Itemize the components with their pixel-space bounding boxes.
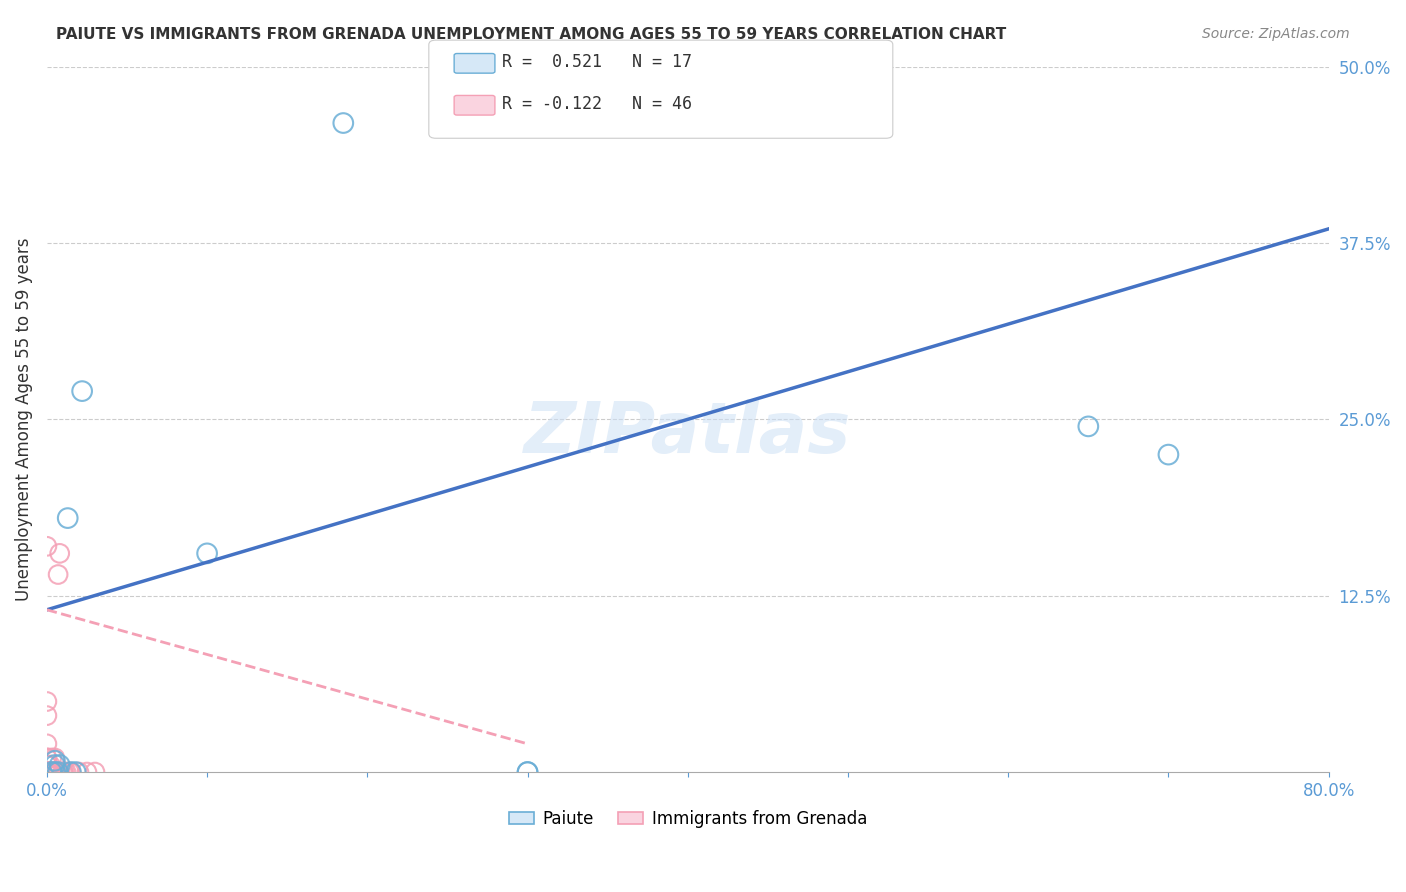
Point bbox=[58, 765, 80, 780]
Point bbox=[35, 765, 58, 780]
Point bbox=[1157, 448, 1180, 462]
Point bbox=[67, 765, 90, 780]
Point bbox=[37, 765, 59, 780]
Text: PAIUTE VS IMMIGRANTS FROM GRENADA UNEMPLOYMENT AMONG AGES 55 TO 59 YEARS CORRELA: PAIUTE VS IMMIGRANTS FROM GRENADA UNEMPL… bbox=[56, 27, 1007, 42]
Point bbox=[48, 765, 70, 780]
Point bbox=[35, 751, 58, 765]
Point bbox=[56, 511, 79, 525]
Point bbox=[59, 765, 82, 780]
Point bbox=[52, 765, 75, 780]
Point bbox=[46, 765, 69, 780]
Point bbox=[572, 60, 595, 74]
Point bbox=[48, 758, 70, 772]
Point bbox=[35, 765, 58, 780]
Point bbox=[55, 765, 77, 780]
Point bbox=[35, 708, 58, 723]
Point bbox=[35, 758, 58, 772]
Point bbox=[39, 765, 62, 780]
Text: R = -0.122   N = 46: R = -0.122 N = 46 bbox=[502, 95, 692, 113]
Point bbox=[53, 765, 76, 780]
Point bbox=[76, 765, 98, 780]
Text: Source: ZipAtlas.com: Source: ZipAtlas.com bbox=[1202, 27, 1350, 41]
Point bbox=[35, 765, 58, 780]
Point bbox=[41, 751, 63, 765]
Point bbox=[41, 765, 63, 780]
Point bbox=[70, 384, 93, 398]
Point bbox=[35, 737, 58, 751]
Point bbox=[332, 116, 354, 130]
Point bbox=[516, 765, 538, 780]
Legend: Paiute, Immigrants from Grenada: Paiute, Immigrants from Grenada bbox=[502, 803, 873, 834]
Point bbox=[35, 765, 58, 780]
Point bbox=[35, 765, 58, 780]
Point bbox=[1077, 419, 1099, 434]
Point bbox=[35, 539, 58, 553]
Point bbox=[35, 765, 58, 780]
Point bbox=[37, 765, 59, 780]
Point bbox=[41, 765, 63, 780]
Point bbox=[44, 754, 66, 768]
Point bbox=[45, 765, 67, 780]
Point bbox=[35, 694, 58, 708]
Point bbox=[59, 765, 82, 780]
Point bbox=[35, 765, 58, 780]
Point bbox=[84, 765, 107, 780]
Point bbox=[44, 765, 66, 780]
Point bbox=[516, 765, 538, 780]
Point bbox=[44, 765, 66, 780]
Point bbox=[44, 751, 66, 765]
Text: ZIPatlas: ZIPatlas bbox=[524, 399, 852, 468]
Point bbox=[35, 758, 58, 772]
Point bbox=[42, 765, 65, 780]
Point bbox=[37, 765, 59, 780]
Point bbox=[44, 758, 66, 772]
Point bbox=[44, 765, 66, 780]
Point bbox=[35, 751, 58, 765]
Point bbox=[52, 765, 75, 780]
Point bbox=[41, 765, 63, 780]
Point bbox=[46, 567, 69, 582]
Point bbox=[39, 758, 62, 772]
Point bbox=[195, 546, 218, 560]
Point bbox=[39, 765, 62, 780]
Y-axis label: Unemployment Among Ages 55 to 59 years: Unemployment Among Ages 55 to 59 years bbox=[15, 237, 32, 601]
Text: R =  0.521   N = 17: R = 0.521 N = 17 bbox=[502, 54, 692, 71]
Point bbox=[46, 765, 69, 780]
Point bbox=[35, 765, 58, 780]
Point bbox=[48, 546, 70, 560]
Point bbox=[41, 765, 63, 780]
Point bbox=[65, 765, 87, 780]
Point bbox=[35, 765, 58, 780]
Point bbox=[42, 765, 65, 780]
